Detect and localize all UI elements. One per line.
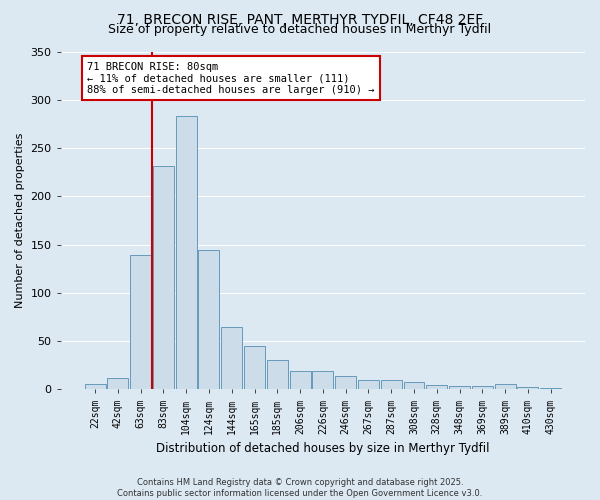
Bar — [107, 378, 128, 390]
Bar — [426, 384, 447, 390]
Bar — [540, 388, 561, 390]
Bar — [153, 166, 174, 390]
Bar — [130, 255, 151, 390]
Bar — [494, 384, 515, 390]
Bar — [358, 380, 379, 390]
Bar — [85, 384, 106, 390]
Bar — [199, 250, 220, 390]
X-axis label: Distribution of detached houses by size in Merthyr Tydfil: Distribution of detached houses by size … — [156, 442, 490, 455]
Bar — [381, 380, 401, 390]
Bar — [517, 388, 538, 390]
Y-axis label: Number of detached properties: Number of detached properties — [15, 133, 25, 308]
Bar — [335, 376, 356, 390]
Text: 71 BRECON RISE: 80sqm
← 11% of detached houses are smaller (111)
88% of semi-det: 71 BRECON RISE: 80sqm ← 11% of detached … — [87, 62, 374, 95]
Text: 71, BRECON RISE, PANT, MERTHYR TYDFIL, CF48 2EF: 71, BRECON RISE, PANT, MERTHYR TYDFIL, C… — [117, 12, 483, 26]
Bar — [244, 346, 265, 390]
Bar — [267, 360, 288, 390]
Text: Contains HM Land Registry data © Crown copyright and database right 2025.
Contai: Contains HM Land Registry data © Crown c… — [118, 478, 482, 498]
Bar — [290, 371, 311, 390]
Text: Size of property relative to detached houses in Merthyr Tydfil: Size of property relative to detached ho… — [109, 22, 491, 36]
Bar — [313, 371, 334, 390]
Bar — [221, 326, 242, 390]
Bar — [449, 386, 470, 390]
Bar — [472, 386, 493, 390]
Bar — [176, 116, 197, 390]
Bar — [404, 382, 424, 390]
